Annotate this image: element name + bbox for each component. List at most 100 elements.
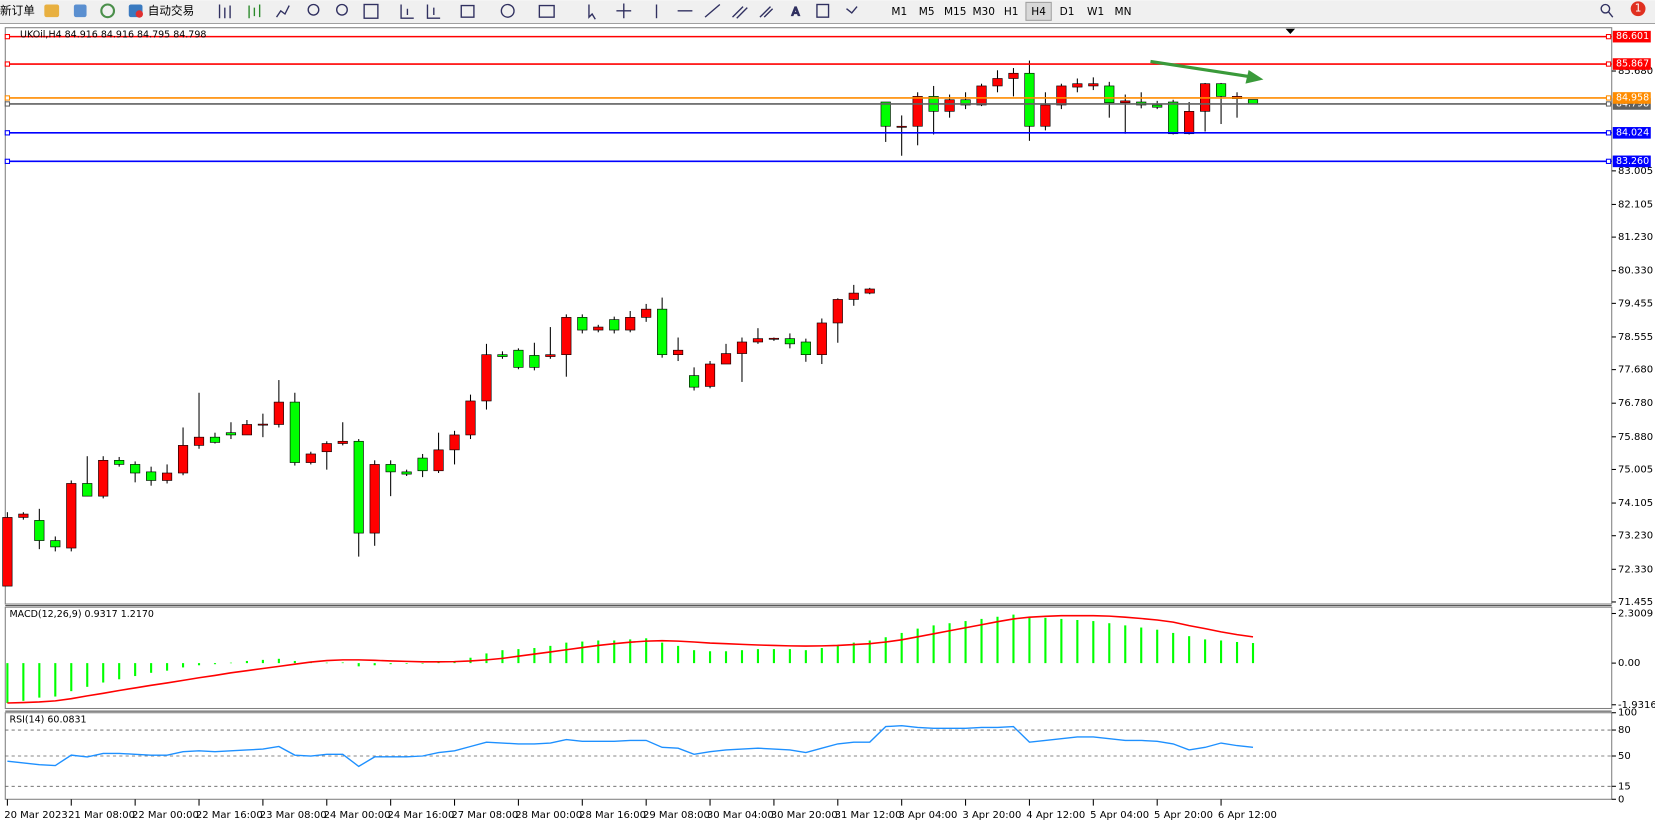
macd-bar [22,663,25,701]
line-handle[interactable] [4,130,11,136]
fibo-icon[interactable] [759,6,774,18]
y-tick-label: 82.105 [1618,199,1653,210]
line-handle[interactable] [1605,158,1612,164]
shift-icon[interactable] [426,4,441,19]
text-tool[interactable]: A [791,4,800,19]
tile-icon[interactable] [363,3,379,19]
timeframe-button[interactable]: MN [1115,6,1132,18]
zoom-out-icon[interactable] [336,3,348,16]
macd-bar [293,660,296,664]
x-tick-label: 24 Mar 00:00 [324,810,391,821]
search-icon[interactable] [1600,3,1611,14]
new-order-button[interactable]: 新订单 [0,3,35,17]
candle-body [337,440,348,444]
candle-icon[interactable] [248,4,261,19]
periods-icon[interactable] [500,3,515,18]
notification-badge[interactable] [1630,1,1646,17]
candle-body [704,363,716,387]
timeframe-button[interactable]: H1 [1004,6,1019,18]
timeframe-button[interactable]: M1 [891,6,907,18]
candle-body [241,424,252,436]
x-tick-label: 22 Mar 16:00 [196,810,263,821]
macd-bar [1220,640,1223,664]
templates-icon[interactable] [538,4,555,18]
timeframe-button[interactable]: D1 [1060,6,1075,18]
macd-bar [1140,627,1143,664]
icon[interactable] [100,3,116,19]
candle-body [305,453,316,463]
auto-trading-button[interactable]: 自动交易 [148,3,194,17]
candle-body [545,354,556,357]
auto-trading-icon[interactable] [135,10,144,18]
candle-body [529,355,540,368]
candle-body [1008,72,1019,79]
price-tag [1612,92,1651,104]
macd-bar [740,650,744,664]
x-tick-label: 20 Mar 2023 [4,810,68,821]
line-handle[interactable] [4,101,11,107]
candle-body [1072,83,1083,88]
candle-body [1040,104,1051,127]
candle-body [50,540,61,548]
timeframe-button[interactable]: W1 [1087,6,1104,18]
macd-panel [4,606,1613,710]
line-chart-icon[interactable] [275,5,290,18]
line-handle[interactable] [1605,95,1612,101]
y-tick-label: 80.330 [1618,266,1653,277]
arrows-tool[interactable] [846,6,858,14]
macd-bar [166,663,169,671]
x-tick-label: 4 Apr 12:00 [1026,810,1085,821]
candle-body [689,375,700,388]
line-handle[interactable] [1605,61,1612,67]
macd-bar [1188,636,1191,664]
line-handle[interactable] [1605,34,1612,40]
icon[interactable] [44,4,60,18]
bar-chart-icon[interactable] [218,4,231,19]
crosshair-icon[interactable] [616,3,632,19]
macd-bar [229,662,233,664]
timeframe-button[interactable]: M30 [972,6,995,18]
y-tick-label: 73.230 [1618,531,1653,542]
chart-shift-marker [1285,28,1296,35]
channel-icon[interactable] [732,6,748,19]
price-tag-label: 83.260 [1616,156,1649,167]
timeframe-active[interactable] [1025,1,1052,21]
zoom-in-icon[interactable] [307,3,320,16]
candle-body [193,436,205,446]
timeframes: M1 M5 M15 M30 H1 H4 D1 W1 MN [891,1,1132,21]
candle-body [641,308,652,318]
trendline-icon[interactable] [704,3,721,18]
macd-bar [1092,621,1095,664]
line-handle[interactable] [4,61,11,67]
cursor-icon[interactable] [588,4,596,20]
macd-bar [884,637,887,664]
candle-body [673,349,684,356]
icon[interactable] [73,4,87,18]
macd-bar [389,663,392,665]
macd-bar [948,623,951,664]
timeframe-button[interactable]: H4 [1031,6,1046,18]
macd-bar [980,618,983,664]
x-tick-label: 23 Mar 08:00 [260,810,327,821]
candle-body [497,354,508,357]
indicators-icon[interactable] [460,4,475,18]
line-handle[interactable] [4,158,11,164]
line-handle[interactable] [1605,130,1612,136]
candle-body [114,459,125,465]
line-handle[interactable] [1605,101,1612,107]
timeframe-button[interactable]: M15 [944,6,967,18]
line-handle[interactable] [4,34,11,40]
scroll-icon[interactable] [400,4,414,19]
macd-bar [932,625,935,664]
search-icon[interactable] [1608,11,1614,18]
label-tool[interactable] [816,3,830,18]
line-handle[interactable] [4,95,11,101]
panel-title: UKOil,H4 84.916 84.916 84.795 84.798 [20,30,206,41]
y-tick-label: 85.680 [1618,66,1653,77]
timeframe-button[interactable]: M5 [919,6,935,18]
macd-bar [756,649,760,664]
y-tick-label: 100 [1618,708,1637,719]
macd-bar [1251,643,1255,664]
